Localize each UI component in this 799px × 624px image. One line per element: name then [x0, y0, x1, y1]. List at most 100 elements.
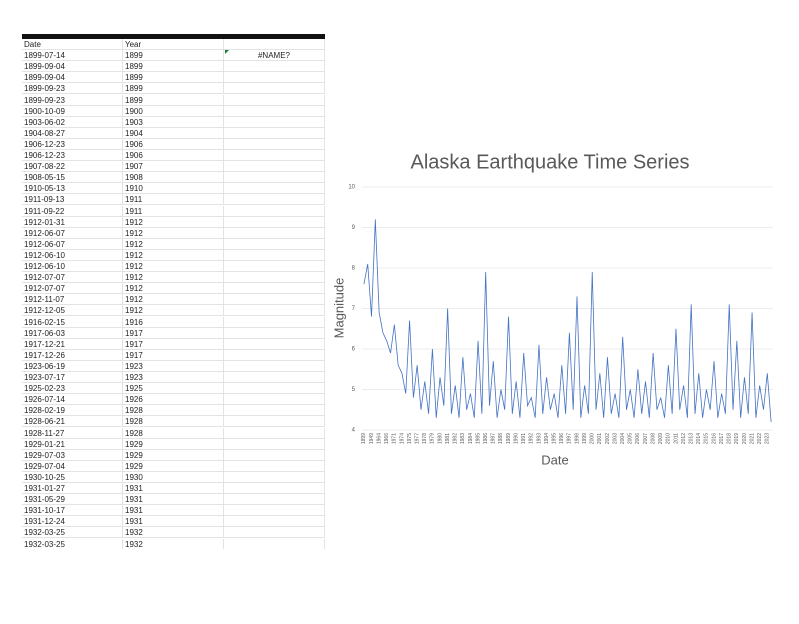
cell[interactable]: 1911: [123, 205, 224, 217]
cell[interactable]: 1907-08-22: [22, 161, 123, 173]
cell[interactable]: 1928-11-27: [22, 427, 123, 439]
cell[interactable]: 1928: [123, 405, 224, 417]
cell[interactable]: 1910-05-13: [22, 183, 123, 195]
cell[interactable]: 1904: [123, 127, 224, 139]
cell[interactable]: 1899-07-14: [22, 50, 123, 62]
cell[interactable]: [224, 372, 325, 383]
cell[interactable]: 1900-10-09: [22, 105, 123, 117]
cell[interactable]: 1906: [123, 150, 224, 161]
cell[interactable]: 1912-06-07: [22, 238, 123, 250]
cell[interactable]: [224, 39, 325, 50]
cell[interactable]: [224, 360, 325, 372]
cell[interactable]: [224, 261, 325, 272]
cell[interactable]: 1912-11-07: [22, 294, 123, 306]
cell[interactable]: 1912-07-07: [22, 272, 123, 284]
cell[interactable]: 1931: [123, 483, 224, 494]
cell[interactable]: 1923-06-19: [22, 360, 123, 372]
cell[interactable]: [224, 527, 325, 539]
cell[interactable]: 1910: [123, 183, 224, 195]
header-cell[interactable]: Date: [22, 39, 123, 50]
cell[interactable]: 1923: [123, 372, 224, 383]
cell[interactable]: 1928-06-21: [22, 416, 123, 428]
cell[interactable]: 1916-02-15: [22, 316, 123, 328]
cell[interactable]: 1911-09-13: [22, 194, 123, 206]
cell[interactable]: [224, 283, 325, 295]
cell[interactable]: 1925: [123, 383, 224, 395]
cell[interactable]: 1912: [123, 272, 224, 284]
cell[interactable]: 1926: [123, 394, 224, 406]
cell[interactable]: 1899-09-23: [22, 94, 123, 106]
cell[interactable]: [224, 161, 325, 173]
cell[interactable]: 1912: [123, 261, 224, 272]
cell[interactable]: 1932: [123, 538, 224, 549]
cell[interactable]: [224, 327, 325, 339]
cell[interactable]: 1932: [123, 527, 224, 539]
cell[interactable]: 1899-09-04: [22, 72, 123, 84]
cell[interactable]: [224, 138, 325, 150]
cell[interactable]: 1899: [123, 94, 224, 106]
cell[interactable]: 1903-06-02: [22, 116, 123, 128]
cell[interactable]: 1912-07-07: [22, 283, 123, 295]
cell[interactable]: 1912: [123, 249, 224, 261]
cell[interactable]: 1912: [123, 238, 224, 250]
cell[interactable]: 1926-07-14: [22, 394, 123, 406]
cell[interactable]: 1908-05-15: [22, 172, 123, 184]
cell[interactable]: 1917: [123, 349, 224, 361]
cell[interactable]: 1925-02-23: [22, 383, 123, 395]
cell[interactable]: 1929-01-21: [22, 438, 123, 450]
cell[interactable]: 1932-03-25: [22, 538, 123, 549]
cell[interactable]: [224, 216, 325, 228]
cell[interactable]: [224, 427, 325, 439]
cell[interactable]: 1912-06-10: [22, 249, 123, 261]
cell[interactable]: 1916: [123, 316, 224, 328]
cell[interactable]: [224, 394, 325, 406]
cell[interactable]: [224, 105, 325, 117]
cell[interactable]: [224, 538, 325, 549]
cell[interactable]: [224, 183, 325, 195]
cell[interactable]: [224, 494, 325, 506]
cell[interactable]: 1931-10-17: [22, 505, 123, 517]
cell[interactable]: 1899-09-04: [22, 61, 123, 73]
cell[interactable]: 1907: [123, 161, 224, 173]
error-cell[interactable]: #NAME?: [224, 50, 325, 62]
cell[interactable]: [224, 416, 325, 428]
cell[interactable]: 1928: [123, 427, 224, 439]
cell[interactable]: [224, 249, 325, 261]
cell[interactable]: 1931: [123, 505, 224, 517]
cell[interactable]: 1899: [123, 61, 224, 73]
cell[interactable]: [224, 194, 325, 206]
cell[interactable]: [224, 383, 325, 395]
cell[interactable]: [224, 127, 325, 139]
cell[interactable]: 1929: [123, 460, 224, 472]
cell[interactable]: 1899: [123, 83, 224, 95]
cell[interactable]: 1900: [123, 105, 224, 117]
cell[interactable]: 1904-08-27: [22, 127, 123, 139]
cell[interactable]: 1931-01-27: [22, 483, 123, 494]
header-cell[interactable]: Year: [123, 39, 224, 50]
cell[interactable]: 1929: [123, 449, 224, 461]
cell[interactable]: 1917: [123, 338, 224, 350]
cell[interactable]: 1906-12-23: [22, 138, 123, 150]
cell[interactable]: 1912: [123, 305, 224, 317]
cell[interactable]: [224, 349, 325, 361]
cell[interactable]: 1928: [123, 416, 224, 428]
cell[interactable]: 1899: [123, 72, 224, 84]
cell[interactable]: 1931-12-24: [22, 516, 123, 528]
cell[interactable]: 1912-01-31: [22, 216, 123, 228]
cell[interactable]: [224, 471, 325, 483]
cell[interactable]: 1929-07-03: [22, 449, 123, 461]
cell[interactable]: 1912: [123, 216, 224, 228]
cell[interactable]: [224, 460, 325, 472]
cell[interactable]: [224, 83, 325, 95]
cell[interactable]: 1930-10-25: [22, 471, 123, 483]
cell[interactable]: 1908: [123, 172, 224, 184]
cell[interactable]: [224, 94, 325, 106]
cell[interactable]: [224, 316, 325, 328]
cell[interactable]: 1899-09-23: [22, 83, 123, 95]
cell[interactable]: 1912-12-05: [22, 305, 123, 317]
cell[interactable]: 1911-09-22: [22, 205, 123, 217]
cell[interactable]: 1928-02-19: [22, 405, 123, 417]
cell[interactable]: 1911: [123, 194, 224, 206]
cell[interactable]: [224, 405, 325, 417]
cell[interactable]: [224, 294, 325, 306]
